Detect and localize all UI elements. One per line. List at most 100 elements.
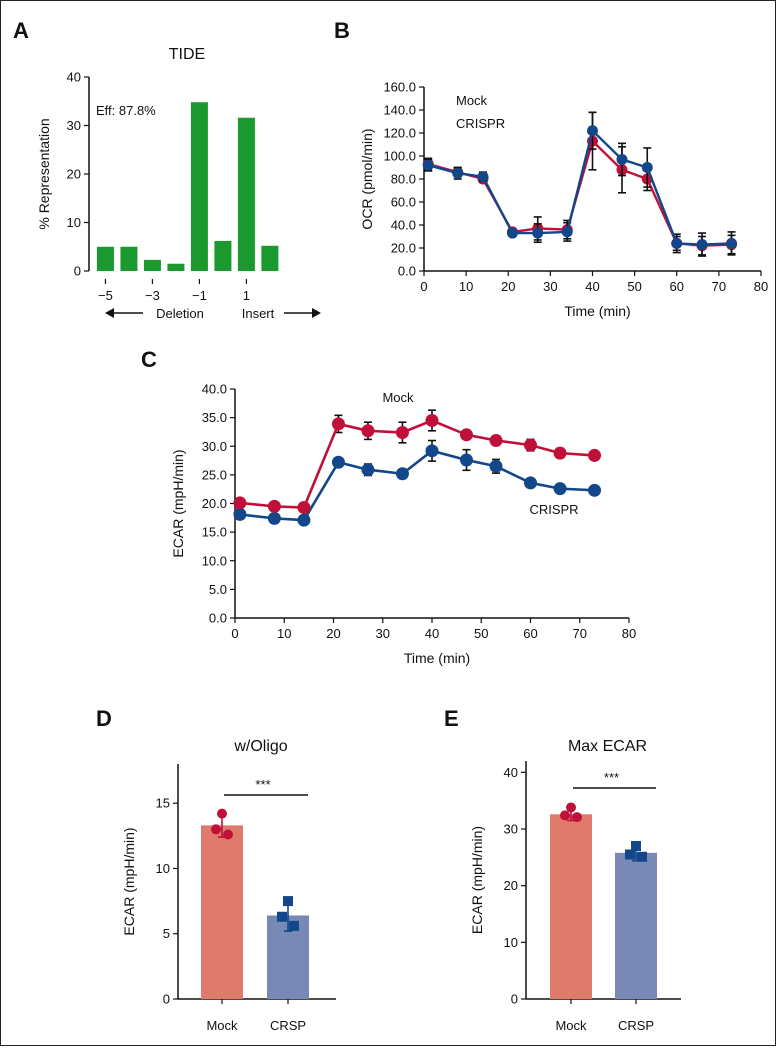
panel-c-mock-point: [425, 413, 439, 427]
panel-letter-c: C: [141, 347, 157, 372]
panel-e-category-label: CRSP: [618, 1018, 654, 1033]
panel-e-y-tick-label: 20: [504, 878, 518, 893]
panel-c-y-axis-label: ECAR (mpH/min): [170, 449, 186, 557]
panel-c-mock-point: [297, 501, 311, 515]
panel-b-crispr-point: [452, 167, 464, 179]
panel-d-category-label: Mock: [206, 1018, 238, 1033]
tide-bar: [214, 240, 232, 271]
insert-label: Insert: [242, 306, 275, 321]
tide-y-tick-label: 0: [74, 264, 81, 279]
panel-c-x-tick-label: 60: [523, 626, 537, 641]
panel-b-mock-line: [427, 138, 732, 247]
panel-c-x-tick-label: 0: [231, 626, 238, 641]
panel-b-y-tick-label: 60.0: [391, 195, 416, 210]
tide-x-tick-label: 1: [243, 288, 250, 303]
panel-c-crispr-point: [425, 444, 439, 458]
panel-e-max-ecar-bar-chart: Max ECAR 0 10 20 30 40 ECAR (mpH/min) Mock CRSP *…: [469, 738, 681, 1033]
tide-y-tick-label: 40: [67, 70, 81, 85]
panel-b-x-tick-label: 30: [543, 279, 557, 294]
tide-x-tick-label: −5: [98, 288, 113, 303]
panel-d-crsp-point: [283, 896, 293, 907]
panel-e-crsp-point: [631, 841, 641, 851]
panel-d-bar-mock: [201, 825, 243, 999]
panel-c-x-tick-label: 80: [622, 626, 636, 641]
panel-d-oligo-bar-chart: w/Oligo 0 5 10 15 ECAR (mpH/min) Mock CRSP ***: [121, 738, 336, 1033]
panel-c-mock-point: [553, 446, 567, 460]
panel-b-y-tick-label: 160.0: [383, 80, 416, 95]
panel-b-x-tick-label: 80: [754, 279, 768, 294]
panel-b-crispr-point: [726, 237, 738, 249]
tide-x-tick-label: −3: [145, 288, 160, 303]
panel-c-crispr-point: [553, 482, 567, 496]
panel-c-crispr-point: [489, 459, 503, 473]
panel-letter-d: D: [96, 706, 112, 731]
panel-b-x-axis-label: Time (min): [564, 303, 630, 319]
panel-c-label-mock: Mock: [382, 390, 414, 405]
efficiency-annotation: Eff: 87.8%: [96, 103, 156, 118]
panel-c-ecar-chart: 0.0 5.0 10.0 15.0 20.0 25.0 30.0 35.0 40.0 0 10 20 3…: [170, 382, 636, 667]
panel-b-crispr-point: [587, 125, 598, 137]
panel-b-y-tick-label: 0.0: [398, 264, 416, 279]
panel-c-y-tick-label: 15.0: [202, 525, 227, 540]
panel-b-legend-crispr: CRISPR: [456, 116, 505, 131]
panel-c-y-tick-label: 0.0: [209, 611, 227, 626]
tide-y-tick-label: 30: [67, 118, 81, 133]
tide-y-tick-label: 10: [67, 215, 81, 230]
panel-e-title: Max ECAR: [568, 738, 647, 755]
panel-c-crispr-point: [524, 476, 537, 490]
panel-b-x-tick-label: 0: [420, 279, 427, 294]
panel-e-crsp-point: [637, 851, 647, 862]
panel-b-y-tick-label: 100.0: [383, 149, 416, 164]
tide-y-tick-label: 20: [67, 167, 81, 182]
panel-e-mock-point: [572, 812, 582, 823]
panel-d-mock-point: [223, 829, 233, 840]
panel-c-crispr-point: [459, 453, 473, 467]
panel-c-x-axis-label: Time (min): [404, 650, 470, 666]
tide-title: TIDE: [169, 46, 205, 63]
panel-d-y-tick-label: 15: [156, 796, 170, 811]
panel-b-y-tick-label: 40.0: [391, 218, 416, 233]
panel-c-mock-point: [361, 424, 375, 438]
panel-b-crispr-point: [506, 227, 518, 239]
panel-c-y-tick-label: 5.0: [209, 582, 227, 597]
panel-c-label-crispr: CRISPR: [529, 502, 578, 517]
panel-b-x-tick-label: 50: [627, 279, 641, 294]
panel-b-x-tick-label: 40: [585, 279, 599, 294]
panel-a-tide-chart: TIDE Eff: 87.8% 0 10 20 30 40 % Representation −…: [36, 46, 321, 321]
panel-c-mock-point: [459, 428, 473, 442]
panel-d-y-tick-label: 0: [163, 992, 170, 1007]
tide-x-tick-label: −1: [192, 288, 207, 303]
panel-b-y-tick-label: 80.0: [391, 172, 416, 187]
panel-d-y-tick-label: 5: [163, 926, 170, 941]
tide-bar: [96, 246, 114, 271]
panel-c-x-tick-label: 20: [326, 626, 340, 641]
panel-d-crsp-point: [289, 920, 299, 931]
panel-b-crispr-point: [616, 153, 628, 165]
tide-y-axis-label: % Representation: [36, 118, 52, 229]
panel-c-mock-point: [395, 426, 409, 440]
panel-e-category-label: Mock: [555, 1018, 587, 1033]
panel-e-mock-point: [566, 802, 576, 813]
panel-b-y-tick-label: 140.0: [383, 103, 416, 118]
panel-b-x-tick-label: 70: [712, 279, 726, 294]
panel-b-y-tick-label: 20.0: [391, 241, 416, 256]
panel-b-x-tick-label: 60: [670, 279, 684, 294]
tide-bar: [167, 263, 185, 271]
panel-b-x-tick-label: 10: [459, 279, 473, 294]
panel-c-mock-point: [267, 499, 281, 513]
panel-c-y-tick-label: 30.0: [202, 439, 227, 454]
panel-b-legend-mock: Mock: [456, 93, 488, 108]
panel-letter-b: B: [334, 18, 350, 43]
panel-c-y-tick-label: 35.0: [202, 410, 227, 425]
panel-e-y-tick-label: 0: [511, 992, 518, 1007]
panel-c-x-tick-label: 30: [376, 626, 390, 641]
panel-d-significance-stars: ***: [255, 777, 270, 792]
panel-c-x-tick-label: 10: [277, 626, 291, 641]
panel-b-crispr-point: [561, 226, 573, 238]
panel-c-crispr-point: [361, 463, 375, 477]
insert-arrow-head: [312, 308, 321, 318]
panel-letter-a: A: [13, 18, 29, 43]
tide-bar: [237, 117, 255, 272]
panel-e-y-tick-label: 40: [504, 765, 518, 780]
